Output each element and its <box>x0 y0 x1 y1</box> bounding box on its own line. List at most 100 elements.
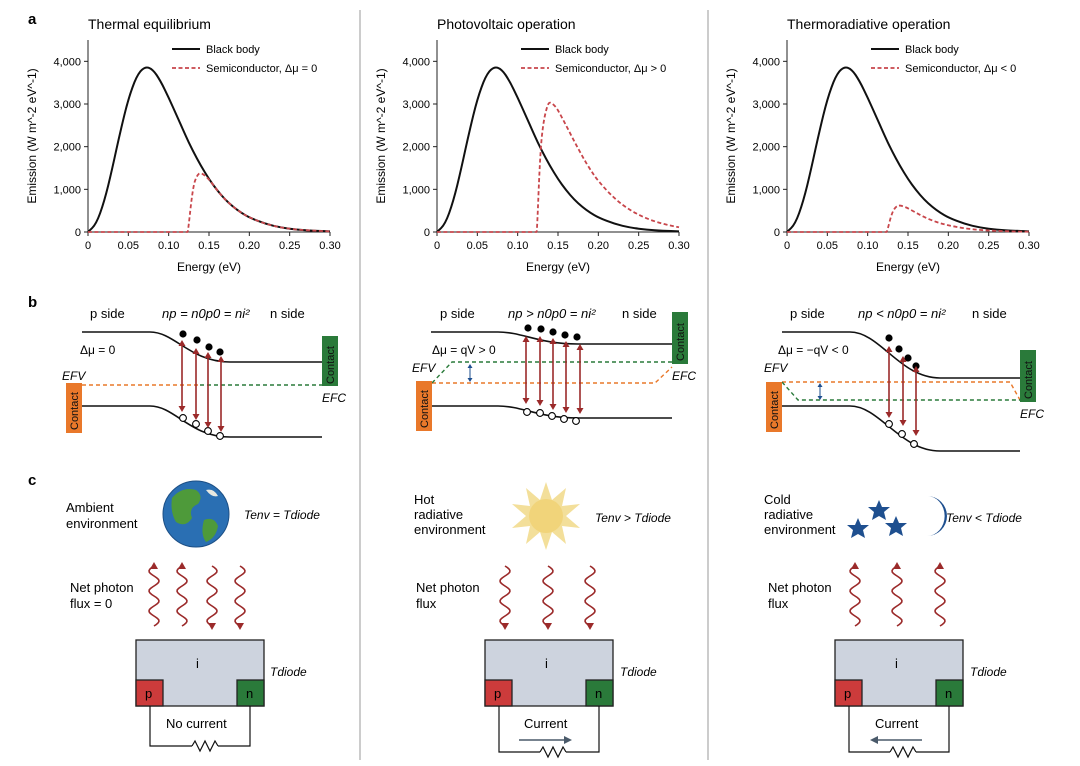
p-side-label: p side <box>440 306 475 321</box>
electron <box>561 331 569 339</box>
n-region <box>585 679 614 707</box>
legend-label-semiconductor: Semiconductor, Δμ > 0 <box>555 63 666 75</box>
hole <box>910 440 918 448</box>
p-side-label: p side <box>90 306 125 321</box>
fermi-level-p <box>782 381 1021 401</box>
electron <box>904 354 912 362</box>
conduction-band <box>431 331 672 345</box>
y-tick-label: 3,000 <box>402 99 430 111</box>
condition-label: np > n0p0 = ni² <box>508 306 596 321</box>
series-black-body <box>87 66 331 233</box>
env-label-line2: environment <box>66 516 138 531</box>
intrinsic-label: i <box>895 656 898 671</box>
efv-label: EFV <box>764 361 788 375</box>
hole <box>572 417 580 425</box>
circuit-wire <box>566 706 600 753</box>
resistor-icon <box>191 739 219 753</box>
series-semiconductor <box>87 172 331 233</box>
y-axis-label: Emission (W m^-2 eV^-1) <box>374 68 388 203</box>
photon-arrowhead <box>544 623 552 630</box>
x-tick-label: 0.30 <box>319 240 340 252</box>
sun-icon <box>512 482 580 550</box>
temperature-relation: Tenv = Tdiode <box>244 508 320 522</box>
x-axis-label: Energy (eV) <box>876 260 940 274</box>
y-tick-label: 1,000 <box>752 184 780 196</box>
current-label: Current <box>875 716 919 731</box>
photon-wave-up <box>849 565 861 627</box>
circuit-wire <box>916 706 950 753</box>
photon-arrowhead <box>178 562 186 569</box>
photon-waves <box>499 565 596 630</box>
electron <box>573 333 581 341</box>
chart-thermoradiative: Thermoradiative operation 0 0.05 0.10 0.15 0.… <box>724 16 1040 274</box>
x-tick-label: 0.10 <box>158 240 179 252</box>
x-tick-label: 0.05 <box>118 240 139 252</box>
hole <box>192 420 200 428</box>
hole <box>560 415 568 423</box>
photon-wave-up <box>891 565 903 627</box>
intrinsic-label: i <box>196 656 199 671</box>
electron <box>885 334 893 342</box>
contact-left <box>766 382 782 432</box>
x-tick-label: 0.15 <box>897 240 918 252</box>
n-side-label: n side <box>270 306 305 321</box>
chart-title: Thermal equilibrium <box>88 16 211 32</box>
electron <box>179 330 187 338</box>
contact-left <box>416 381 432 431</box>
panel-label-b: b <box>28 294 37 311</box>
contact-right-label: Contact <box>1023 361 1035 399</box>
dmu-label: Δμ = qV > 0 <box>432 343 496 357</box>
p-label: p <box>844 686 851 701</box>
x-tick-label: 0.20 <box>938 240 959 252</box>
efc-label: EFC <box>322 391 346 405</box>
flux-label-line2: flux <box>416 596 437 611</box>
x-tick-label: 0.20 <box>239 240 260 252</box>
temperature-relation: Tenv > Tdiode <box>595 511 671 525</box>
transition-arrows <box>888 350 917 432</box>
contact-left-label: Contact <box>769 391 781 429</box>
n-region <box>935 679 964 707</box>
n-side-label: n side <box>972 306 1007 321</box>
dmu-label: Δμ = −qV < 0 <box>778 343 849 357</box>
fermi-level-p <box>432 366 673 384</box>
contact-right <box>1020 350 1036 402</box>
contact-left-label: Contact <box>419 390 431 428</box>
tdiode-label: Tdiode <box>970 665 1007 679</box>
x-tick-label: 0 <box>784 240 790 252</box>
flux-label-line1: Net photon <box>416 580 480 595</box>
contact-left-label: Contact <box>69 392 81 430</box>
photon-wave-down <box>206 565 218 627</box>
valence-band <box>82 405 322 438</box>
x-tick-label: 0.20 <box>588 240 609 252</box>
y-tick-label: 0 <box>774 227 780 239</box>
photon-waves <box>849 562 946 627</box>
scenario-ambient: Ambient environment Tenv = Tdiode Net ph… <box>66 480 320 753</box>
earth-icon <box>162 480 230 548</box>
photon-arrowhead <box>236 623 244 630</box>
photon-wave-down <box>499 565 511 627</box>
x-axis-label: Energy (eV) <box>526 260 590 274</box>
photon-arrowhead <box>501 623 509 630</box>
flux-label-line1: Net photon <box>768 580 832 595</box>
fermi-level-n <box>781 381 1020 401</box>
flux-label-line2: flux <box>768 596 789 611</box>
y-tick-label: 4,000 <box>752 56 780 68</box>
chart-title: Thermoradiative operation <box>787 16 950 32</box>
x-tick-label: 0 <box>85 240 91 252</box>
contact-right <box>322 336 338 386</box>
x-tick-label: 0.05 <box>817 240 838 252</box>
circuit-wire <box>498 706 540 753</box>
photon-wave-down <box>542 565 554 627</box>
panel-label-c: c <box>28 472 36 489</box>
env-label-line1: Hot <box>414 492 435 507</box>
y-tick-label: 1,000 <box>53 184 81 196</box>
electron <box>205 343 213 351</box>
condition-label: np < n0p0 = ni² <box>858 306 946 321</box>
y-tick-label: 3,000 <box>53 99 81 111</box>
tdiode-label: Tdiode <box>270 665 307 679</box>
conduction-band <box>82 331 322 363</box>
resistor-icon <box>539 745 567 759</box>
panel-label-a: a <box>28 11 37 28</box>
series-black-body <box>436 66 680 233</box>
